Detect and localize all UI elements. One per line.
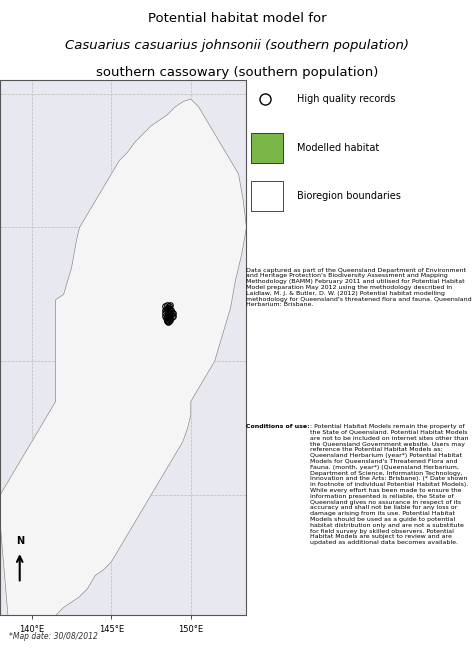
Text: Conditions of use:: Conditions of use: (246, 424, 310, 429)
FancyBboxPatch shape (251, 132, 283, 163)
Text: Data captured as part of the Queensland Department of Environment and Heritage P: Data captured as part of the Queensland … (246, 268, 472, 307)
Text: N: N (16, 536, 24, 546)
Text: Bioregion boundaries: Bioregion boundaries (297, 191, 401, 201)
Text: southern cassowary (southern population): southern cassowary (southern population) (96, 66, 378, 79)
FancyBboxPatch shape (251, 181, 283, 211)
Text: *Map date: 30/08/2012: *Map date: 30/08/2012 (9, 632, 99, 641)
Text: High quality records: High quality records (297, 94, 395, 104)
Text: Potential habitat model for: Potential habitat model for (148, 12, 326, 25)
Text: Modelled habitat: Modelled habitat (297, 142, 379, 153)
Text: : Potential Habitat Models remain the property of the State of Queensland. Poten: : Potential Habitat Models remain the pr… (310, 424, 469, 545)
Polygon shape (0, 99, 246, 615)
Text: Casuarius casuarius johnsonii (southern population): Casuarius casuarius johnsonii (southern … (65, 39, 409, 52)
